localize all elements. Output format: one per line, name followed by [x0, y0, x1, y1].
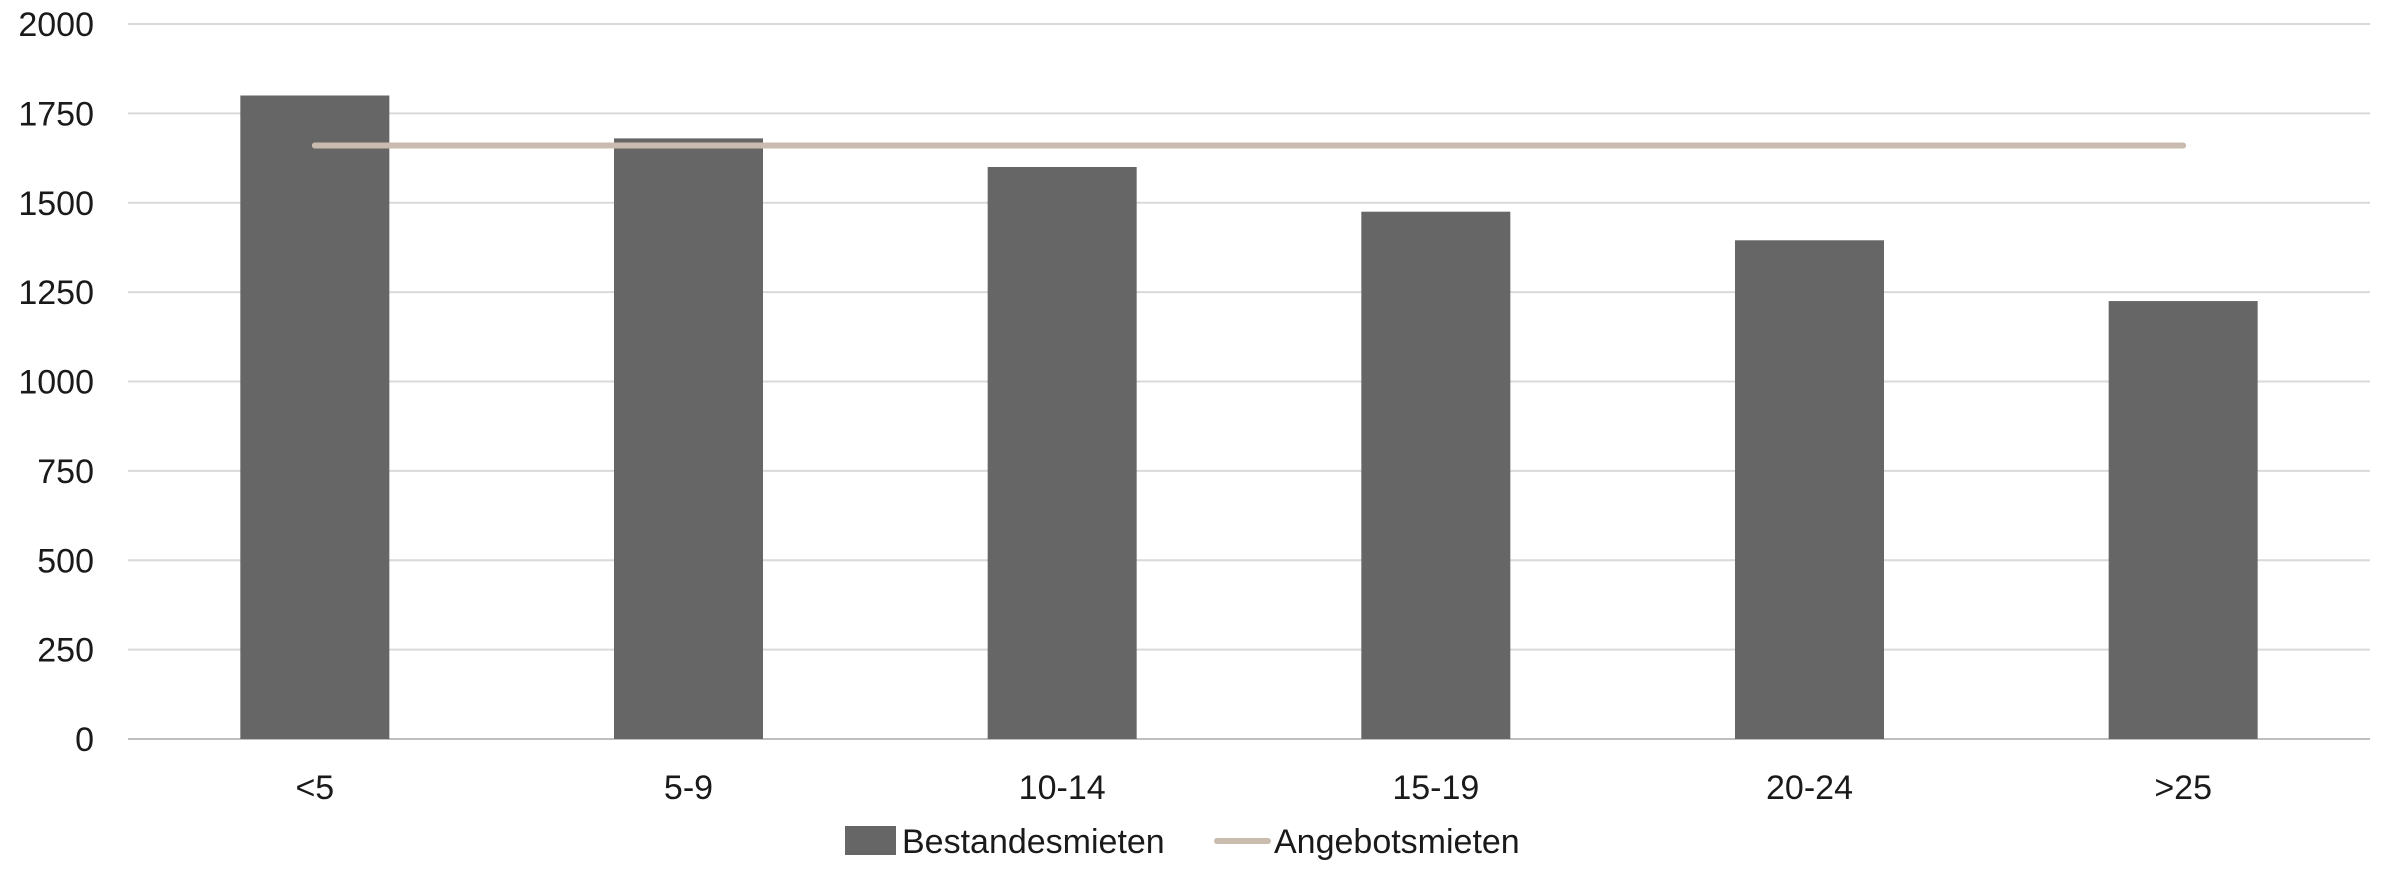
- x-tick-label: 10-14: [1019, 769, 1106, 807]
- bar-5-9: [614, 138, 763, 739]
- y-tick-label: 1000: [18, 364, 94, 402]
- y-tick-label: 2000: [18, 6, 94, 44]
- x-axis-tick-labels: <5 5-9 10-14 15-19 20-24 >25: [295, 769, 2212, 807]
- y-tick-label: 1500: [18, 185, 94, 223]
- bar-10-14: [987, 167, 1137, 739]
- bar-20-24: [1735, 240, 1884, 739]
- y-tick-label: 1250: [18, 274, 94, 312]
- y-axis-tick-labels: 0 250 500 750 1000 1250 1500 1750 2000: [18, 6, 94, 759]
- bar->25: [2108, 301, 2258, 739]
- x-tick-label: 20-24: [1766, 769, 1853, 807]
- legend-label-angebotsmieten: Angebotsmieten: [1274, 823, 1520, 861]
- x-tick-label: <5: [295, 769, 334, 807]
- gridlines: [128, 23, 2370, 740]
- y-tick-label: 1750: [18, 95, 94, 133]
- x-tick-label: 5-9: [664, 769, 713, 807]
- y-tick-label: 500: [37, 542, 94, 580]
- x-tick-label: >25: [2154, 769, 2212, 807]
- x-tick-label: 15-19: [1392, 769, 1479, 807]
- y-tick-label: 750: [37, 453, 94, 491]
- bar-<5: [240, 95, 390, 739]
- legend-swatch-bestandesmieten: [845, 826, 896, 855]
- legend: Bestandesmieten Angebotsmieten: [845, 823, 1520, 861]
- y-tick-label: 250: [37, 632, 94, 670]
- y-tick-label: 0: [75, 721, 94, 759]
- bestandesmieten-bars: [240, 95, 2258, 739]
- bar-15-19: [1361, 211, 1511, 739]
- legend-label-bestandesmieten: Bestandesmieten: [902, 823, 1165, 861]
